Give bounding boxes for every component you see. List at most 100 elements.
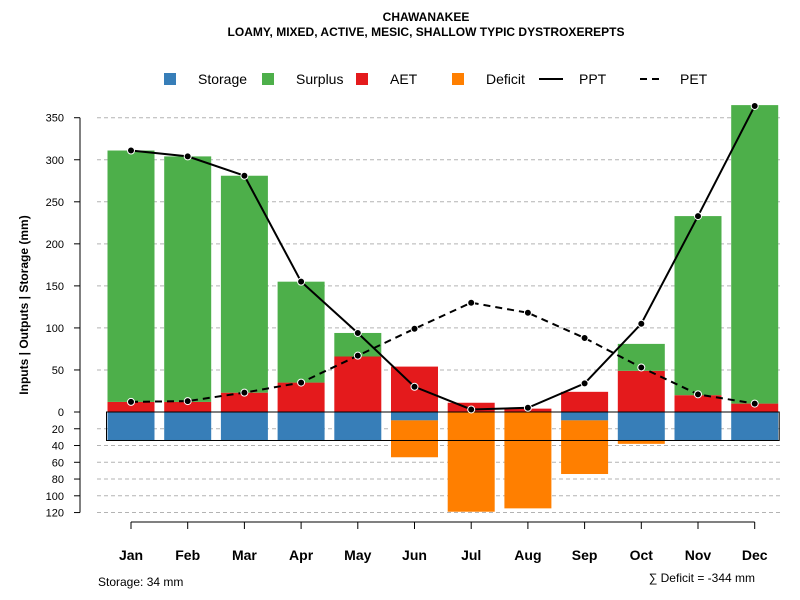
storage-footnote: Storage: 34 mm	[98, 575, 183, 589]
chart-title: CHAWANAKEE	[383, 10, 470, 24]
pet-point	[580, 334, 589, 343]
aet-bar	[731, 403, 779, 412]
deficit-bar	[447, 412, 495, 512]
ppt-point	[183, 152, 192, 161]
ppt-point	[127, 146, 135, 155]
chart-subtitle: LOAMY, MIXED, ACTIVE, MESIC, SHALLOW TYP…	[228, 25, 625, 39]
x-tick-label: Nov	[685, 547, 712, 563]
pet-point	[750, 399, 759, 408]
ppt-line	[130, 105, 756, 411]
aet-bar	[674, 395, 722, 412]
y-tick-label: 100	[46, 491, 64, 503]
surplus-bar	[220, 175, 268, 393]
legend-label: Storage	[198, 71, 247, 87]
y-tick-label: 200	[46, 239, 64, 251]
x-tick-label: Aug	[514, 547, 541, 563]
pet-point	[240, 388, 249, 397]
storage-bar	[674, 412, 722, 441]
pet-point	[410, 324, 419, 333]
y-tick-label: 350	[46, 113, 64, 125]
deficit-bar	[391, 420, 438, 458]
ppt-point	[410, 382, 419, 391]
aet-bar	[617, 370, 665, 412]
ppt-point	[240, 171, 249, 180]
storage-bar	[391, 412, 438, 421]
x-tick-label: Jan	[119, 547, 143, 563]
ppt-point	[694, 212, 702, 221]
surplus-bar	[107, 150, 155, 402]
y-tick-label: 50	[52, 365, 64, 377]
legend-label: PET	[680, 71, 708, 87]
y-tick-label: 120	[46, 508, 64, 520]
pet-point	[637, 363, 646, 372]
y-tick-label: 300	[46, 155, 64, 167]
x-tick-label: Feb	[175, 547, 200, 563]
ppt-point	[523, 403, 532, 412]
aet-bar	[277, 382, 325, 412]
x-tick-label: Oct	[630, 547, 654, 563]
series-lines	[127, 101, 759, 414]
x-tick-label: Mar	[232, 547, 257, 563]
storage-bar	[164, 412, 212, 441]
x-tick-label: Jul	[461, 547, 481, 563]
legend: Storage Surplus AET Deficit PPT PET	[164, 71, 708, 87]
storage-bar	[277, 412, 325, 441]
ppt-point	[580, 379, 589, 388]
ppt-point	[353, 328, 362, 337]
surplus-bar	[674, 216, 722, 396]
storage-bar	[561, 412, 609, 421]
legend-label: PPT	[579, 71, 607, 87]
aet-bar	[334, 356, 382, 412]
surplus-bar	[277, 281, 325, 383]
legend-swatch-surplus	[262, 73, 274, 85]
storage-bar	[617, 412, 665, 441]
surplus-bar	[164, 156, 212, 402]
ppt-point	[637, 319, 646, 328]
y-tick-label: 60	[52, 457, 64, 469]
bars	[106, 105, 780, 512]
legend-label: Deficit	[486, 71, 525, 87]
pet-point	[183, 397, 192, 406]
x-tick-label: Sep	[572, 547, 598, 563]
y-tick-label: 20	[52, 424, 64, 436]
legend-label: Surplus	[296, 71, 343, 87]
y-tick-label: 0	[58, 407, 64, 419]
aet-bar	[561, 391, 609, 412]
x-tick-label: Dec	[742, 547, 768, 563]
legend-swatch-storage	[164, 73, 176, 85]
storage-bar	[107, 412, 155, 441]
x-tick-label: Apr	[289, 547, 314, 563]
ppt-point	[750, 101, 759, 110]
y-tick-label: 100	[46, 323, 64, 335]
legend-label: AET	[390, 71, 418, 87]
y-tick-label: 80	[52, 474, 64, 486]
x-tick-label: May	[344, 547, 371, 563]
pet-point	[694, 390, 702, 399]
ppt-point	[297, 277, 306, 286]
pet-point	[127, 397, 135, 406]
ppt-point	[467, 405, 476, 414]
aet-bar	[164, 401, 212, 412]
pet-point	[523, 308, 532, 317]
deficit-bar	[561, 420, 609, 475]
pet-point	[297, 378, 306, 387]
aet-bar	[220, 392, 268, 412]
aet-bar	[107, 401, 155, 412]
surplus-bar	[334, 332, 382, 357]
y-tick-label: 150	[46, 281, 64, 293]
storage-bar	[334, 412, 382, 441]
pet-point	[353, 351, 362, 360]
y-tick-label: 40	[52, 441, 64, 453]
deficit-footnote: ∑ Deficit = -344 mm	[649, 571, 755, 585]
y-tick-label: 250	[46, 197, 64, 209]
deficit-bar	[617, 440, 665, 444]
y-axis-label: Inputs | Outputs | Storage (mm)	[17, 215, 31, 394]
storage-bar	[731, 412, 779, 441]
surplus-bar	[731, 105, 779, 404]
x-tick-label: Jun	[402, 547, 427, 563]
legend-swatch-deficit	[452, 73, 464, 85]
storage-capacity-frame	[106, 411, 780, 441]
pet-point	[467, 298, 476, 307]
legend-swatch-aet	[356, 73, 368, 85]
